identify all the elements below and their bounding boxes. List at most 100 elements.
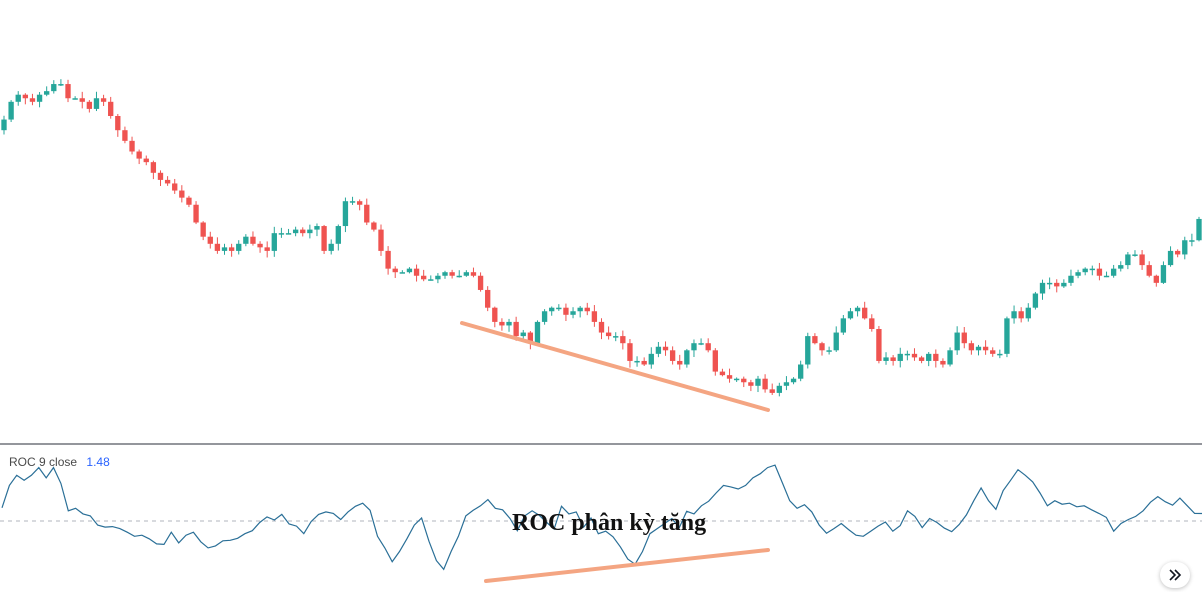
candle-body: [364, 204, 370, 223]
candle: [115, 113, 121, 137]
candle-body: [748, 382, 754, 386]
candle: [613, 332, 619, 342]
candle: [783, 376, 790, 391]
price-divergence-line: [460, 321, 770, 412]
candle-body: [819, 343, 825, 351]
candle-body: [812, 336, 818, 344]
candle-body: [1110, 268, 1117, 276]
candle-body: [435, 275, 441, 280]
candle: [1075, 269, 1081, 279]
candle: [463, 270, 470, 277]
candle: [506, 318, 512, 332]
candle-body: [669, 350, 676, 361]
indicator-name: ROC: [9, 455, 36, 469]
candle: [399, 270, 406, 274]
candle-body: [549, 307, 555, 312]
candle-body: [93, 98, 100, 109]
candle-body: [940, 360, 946, 365]
divergence-annotation: ROC phân kỳ tăng: [512, 510, 707, 536]
candle: [954, 326, 960, 355]
candle: [812, 333, 818, 345]
candle-body: [328, 243, 334, 251]
candle-body: [243, 236, 249, 244]
candle-body: [805, 336, 811, 365]
candle: [847, 307, 854, 320]
candle-body: [51, 84, 57, 92]
candle: [677, 354, 683, 370]
candle: [364, 198, 370, 226]
candle: [698, 338, 704, 346]
candle: [221, 243, 228, 255]
candle: [314, 223, 320, 237]
candle: [563, 303, 569, 322]
candle: [826, 346, 832, 355]
candle-body: [975, 346, 982, 351]
candle: [1061, 279, 1067, 288]
candle-body: [492, 307, 498, 322]
candle-body: [44, 91, 50, 95]
candle-body: [648, 353, 654, 365]
candle-body: [677, 360, 683, 365]
candle: [605, 326, 612, 340]
candle: [442, 270, 448, 279]
candle-body: [399, 272, 406, 274]
candle: [164, 176, 171, 186]
candle: [1, 115, 7, 135]
candle-body: [157, 172, 164, 180]
double-chevron-right-icon: [1169, 569, 1182, 581]
candle: [876, 325, 882, 364]
candle-body: [150, 162, 157, 173]
candle-body: [378, 229, 384, 251]
candle-body: [385, 250, 391, 269]
candle: [200, 221, 206, 241]
candle: [285, 228, 292, 235]
candle: [769, 383, 775, 395]
candle-body: [541, 311, 548, 322]
candle: [65, 79, 71, 103]
candle-body: [826, 350, 832, 352]
candle-body: [513, 321, 519, 337]
candle-body: [918, 357, 925, 361]
candle: [968, 340, 975, 355]
candle: [634, 356, 640, 367]
price-pane[interactable]: [1, 79, 1202, 397]
candle-body: [1025, 307, 1031, 319]
candle-body: [862, 307, 868, 319]
candle-body: [100, 98, 107, 102]
candle: [51, 80, 57, 94]
candle: [435, 273, 441, 284]
candle: [342, 197, 349, 233]
candle: [741, 376, 747, 388]
candle: [854, 305, 861, 317]
candle-body: [1125, 254, 1131, 266]
candle-body: [1082, 268, 1088, 273]
candle: [776, 382, 782, 397]
scroll-to-realtime-button[interactable]: [1160, 562, 1190, 588]
candle: [108, 96, 114, 119]
candle: [1096, 262, 1103, 281]
roc-pane[interactable]: [0, 464, 1202, 571]
candle: [485, 286, 491, 312]
candle-body: [1, 119, 7, 131]
candle: [1174, 249, 1181, 258]
roc-legend[interactable]: ROC 9 close 1.48: [9, 455, 110, 469]
candle: [648, 347, 654, 369]
candle: [1039, 279, 1046, 300]
candle: [264, 241, 270, 258]
candle: [833, 326, 839, 352]
candle-body: [271, 233, 277, 251]
candle: [1182, 236, 1188, 260]
candle: [172, 178, 178, 194]
candle-body: [776, 385, 782, 393]
candle: [1032, 291, 1039, 310]
candle: [1118, 261, 1124, 272]
candle: [748, 379, 754, 392]
candle-body: [897, 353, 903, 361]
candle: [22, 93, 29, 105]
candle: [72, 96, 78, 100]
candle-body: [712, 350, 718, 372]
candle-body: [421, 275, 427, 280]
candle: [385, 246, 391, 275]
candle: [570, 307, 576, 319]
